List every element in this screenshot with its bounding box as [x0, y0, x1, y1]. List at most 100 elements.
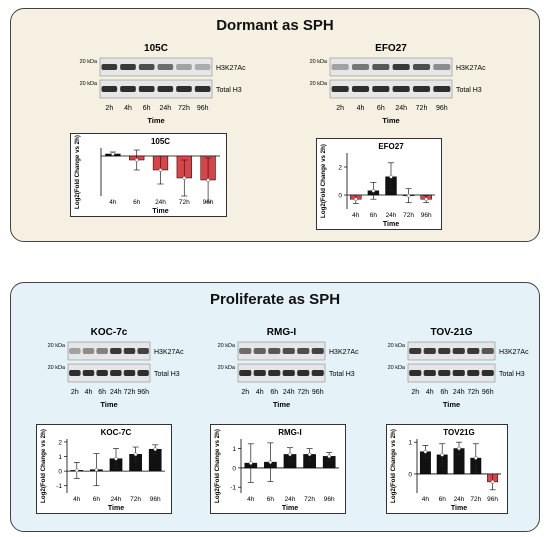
x-tick-label: 4h	[247, 496, 255, 503]
lane-label: 96h	[312, 389, 324, 396]
band-label: H3K27Ac	[499, 349, 529, 356]
x-tick-label: 72h	[470, 496, 481, 503]
data-point	[74, 468, 79, 473]
blot-band	[239, 348, 252, 354]
proliferate-panel-title: Proliferate as SPH	[209, 291, 341, 308]
blot-svg: TOV-21G 20 kDa H3K27Ac 20 kDa Total H3 2h 4h 6h…	[388, 327, 530, 409]
data-point	[133, 452, 138, 457]
blot-band	[194, 86, 211, 92]
lane-label: 72h	[178, 105, 190, 112]
blot-band	[101, 64, 118, 70]
blot-band	[157, 64, 174, 70]
chart-svg: TOV21G Log2(Fold Change vs 2h) 0 1 4h 6h 24h 72…	[390, 428, 501, 512]
lane-label: 96h	[482, 389, 494, 396]
blot-band	[433, 64, 451, 70]
blot-band	[123, 348, 136, 354]
blot-band	[120, 64, 136, 70]
data-point	[423, 449, 428, 454]
blot-band	[467, 348, 480, 354]
chart-ylabel: Log2(Fold Change vs 2h)	[390, 429, 397, 503]
blot-band	[331, 86, 349, 92]
blot-band	[268, 370, 281, 376]
x-tick-label: 4h	[73, 496, 81, 503]
chart-title: 105C	[151, 137, 170, 146]
y-tick-label: 2	[58, 439, 62, 446]
blot-band	[137, 348, 149, 354]
data-point	[111, 152, 115, 156]
data-point	[307, 452, 312, 457]
blot-rmg1: RMG-I 20 kDa H3K27Ac 20 kDa Total H3 2h 4h 6h 24…	[208, 324, 373, 414]
data-point	[182, 176, 187, 180]
blot-strip-top	[329, 57, 453, 77]
data-point	[406, 193, 411, 198]
x-tick-label: 24h	[155, 199, 166, 206]
blot-band	[157, 86, 174, 92]
blot-strip-bottom	[407, 363, 496, 383]
data-point	[440, 453, 445, 457]
blot-svg: KOC-7c 20 kDa H3K27Ac 20 kDa Total H3 2h 4h 6h 2…	[48, 327, 185, 409]
data-point	[206, 178, 210, 182]
data-point	[248, 461, 253, 465]
lane-label: 24h	[159, 105, 171, 112]
chart-efo27: EFO27 Log2(Fold Change vs 2h) 0 2 4h 6h 24h 72h…	[316, 138, 442, 230]
x-tick-label: 6h	[439, 496, 447, 503]
y-tick-label: 0	[232, 465, 236, 472]
blot-svg: RMG-I 20 kDa H3K27Ac 20 kDa Total H3 2h 4h 6h 24…	[218, 327, 360, 409]
chart-105c: 105C Log2(Fold Change vs 2h) 4h 6h 24h 72h 96h…	[70, 133, 227, 217]
dormant-panel-title: Dormant as SPH	[216, 17, 334, 34]
blot-band	[69, 348, 81, 354]
data-point	[424, 197, 429, 202]
blot-title: EFO27	[375, 43, 407, 54]
y-tick-label: 0	[408, 471, 412, 478]
chart-xlabel: Time	[108, 505, 124, 512]
lane-label: 4h	[426, 389, 434, 396]
blot-band	[481, 348, 494, 354]
blot-strip-top	[407, 341, 496, 361]
y-tick-label: 2	[338, 165, 342, 172]
band-label: H3K27Ac	[216, 65, 246, 72]
lane-label: 2h	[241, 389, 249, 396]
x-tick-label: 24h	[386, 212, 397, 219]
x-tick-label: 24h	[454, 496, 465, 503]
lane-label: 2h	[336, 105, 344, 112]
blot-strip-bottom	[67, 363, 151, 383]
kda-label: 20 kDa	[48, 365, 66, 371]
blot-xlabel: Time	[100, 400, 117, 409]
kda-label: 20 kDa	[310, 59, 328, 65]
chart-ylabel: Log2(Fold Change vs 2h)	[320, 144, 327, 218]
lane-label: 96h	[137, 389, 149, 396]
blot-band	[372, 64, 390, 70]
x-tick-label: 96h	[421, 212, 432, 219]
x-tick-label: 4h	[109, 199, 117, 206]
band-label: Total H3	[499, 371, 525, 378]
blot-band	[392, 64, 410, 70]
data-point	[371, 188, 376, 193]
lane-label: 6h	[377, 105, 385, 112]
data-point	[389, 174, 393, 179]
lane-label: 2h	[411, 389, 419, 396]
lane-label: 72h	[124, 389, 136, 396]
blot-band	[438, 370, 451, 376]
chart-xlabel: Time	[152, 208, 168, 215]
blot-band	[467, 370, 480, 376]
blot-band	[176, 64, 192, 70]
lane-label: 6h	[270, 389, 278, 396]
blot-band	[331, 64, 349, 70]
y-tick-label: -1	[230, 485, 236, 492]
blot-band	[351, 86, 370, 92]
y-tick-label: 1	[58, 454, 62, 461]
x-tick-label: 4h	[422, 496, 430, 503]
blot-band	[409, 370, 422, 376]
lane-label: 4h	[256, 389, 264, 396]
band-label: H3K27Ac	[329, 349, 359, 356]
x-tick-label: 96h	[203, 199, 214, 206]
x-tick-label: 72h	[179, 199, 190, 206]
band-label: Total H3	[456, 87, 482, 94]
x-tick-label: 24h	[111, 496, 122, 503]
lane-label: 24h	[453, 389, 465, 396]
blot-koc7c: KOC-7c 20 kDa H3K27Ac 20 kDa Total H3 2h 4h 6h 2…	[38, 324, 198, 414]
blot-title: TOV-21G	[430, 327, 472, 338]
kda-label: 20 kDa	[388, 365, 406, 371]
lane-label: 6h	[440, 389, 448, 396]
